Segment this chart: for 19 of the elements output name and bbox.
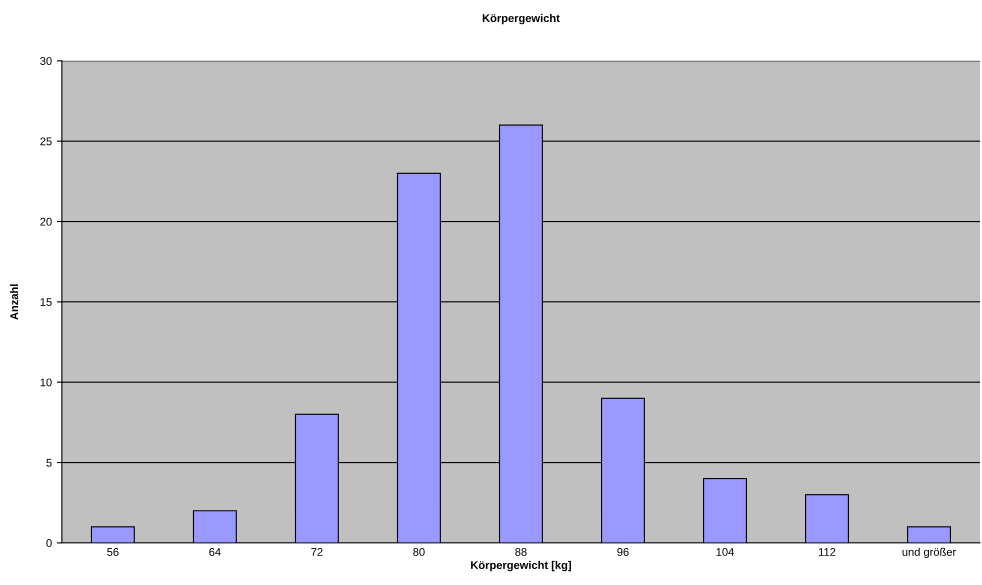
- y-tick-label: 20: [40, 218, 52, 226]
- y-axis-title: Anzahl: [10, 284, 18, 320]
- x-tick-label: 104: [716, 548, 734, 556]
- y-tick-label: 0: [46, 539, 52, 548]
- x-tick-label: 56: [107, 548, 119, 556]
- x-axis-title: Körpergewicht [kg]: [471, 560, 571, 572]
- y-tick-label: 15: [40, 298, 52, 306]
- y-tick-label: 10: [40, 378, 52, 386]
- y-tick-label: 5: [46, 458, 52, 467]
- y-tick-label: 30: [40, 57, 52, 65]
- x-tick-label: 72: [311, 548, 323, 556]
- y-tick-label: 25: [40, 137, 52, 146]
- x-tick-label: 64: [209, 548, 221, 556]
- x-tick-label: 88: [515, 548, 527, 556]
- x-tick-label: 96: [617, 548, 629, 556]
- x-tick-label: und größer: [902, 548, 956, 558]
- x-tick-label: 80: [413, 548, 425, 556]
- chart-title: Körpergewicht: [482, 14, 560, 24]
- x-tick-label: 112: [818, 548, 836, 556]
